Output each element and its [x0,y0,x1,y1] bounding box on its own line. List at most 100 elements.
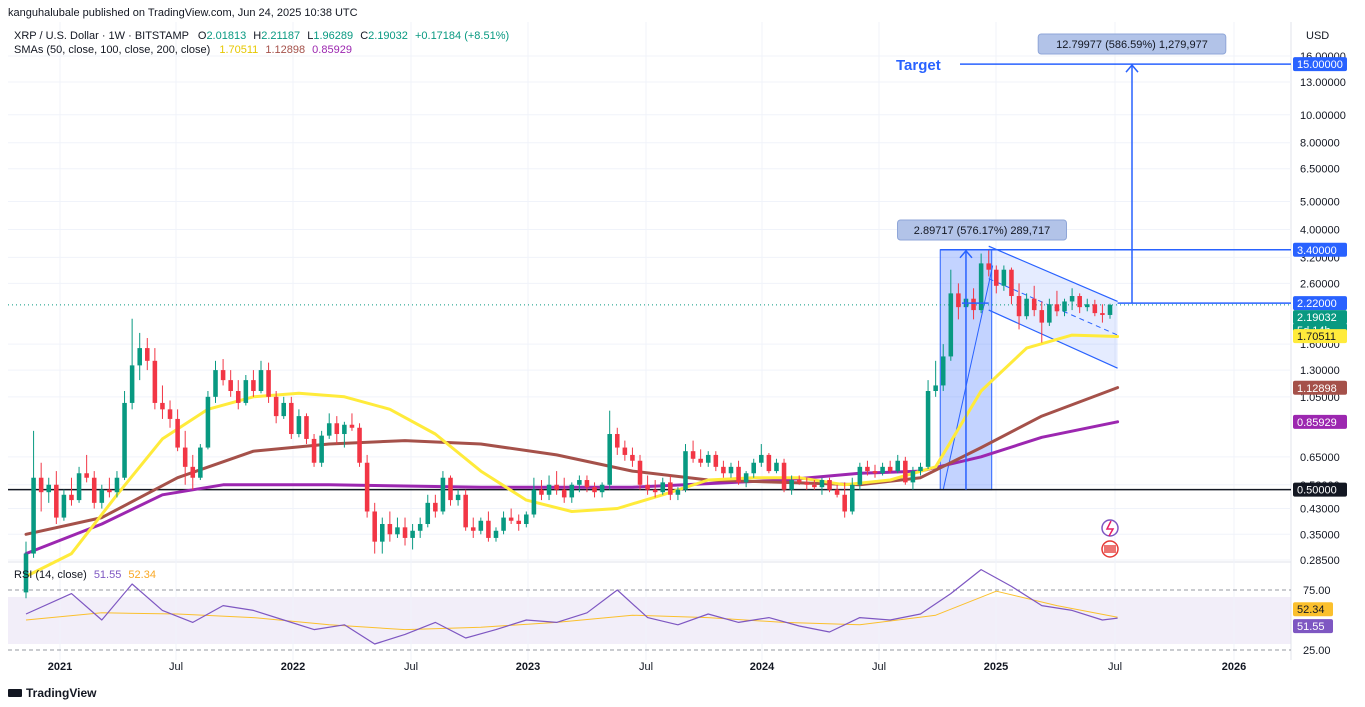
flag-event-icon[interactable] [1101,540,1119,558]
candle-up [31,430,36,558]
candle-up [501,511,506,535]
price-badge[interactable] [1293,482,1347,497]
candle-body [796,480,802,483]
candle-up [129,318,135,410]
candle-down [834,484,840,498]
x-tick-label: Jul [639,661,653,673]
candle-body [516,520,522,525]
candle-down [698,449,703,467]
pole-measure-label: 2.89717 (576.17%) 289,717 [914,225,1050,237]
candle-down [190,454,196,490]
candle-body [76,473,82,501]
candle-body [372,511,377,542]
x-tick-label: 2022 [281,661,305,673]
price-badge[interactable] [1293,329,1347,344]
price-badge[interactable] [1293,242,1347,257]
pole-measure-label-bg [897,219,1067,241]
rsi-line [25,568,1118,645]
candle-body [781,462,787,490]
candle-down [721,460,726,478]
candle-body [705,454,711,463]
candle-down [592,482,597,498]
sma100-value: 1.12898 [265,44,306,56]
candle-down [152,348,158,410]
candle-body [1092,304,1098,314]
candle-body [592,487,597,493]
symbol-title[interactable]: XRP / U.S. Dollar · 1W · BITSTAMP [14,30,189,42]
rsi-badge[interactable] [1293,619,1333,634]
candle-body [478,520,484,531]
time-axis[interactable]: 2021 Jul 2022 Jul 2023 Jul 2024 Jul 2025 Jul 2026 [48,661,1246,673]
rsi-badge-label: 51.55 [1297,621,1325,633]
sma-legend[interactable]: SMAs (50, close, 100, close, 200, close)… [14,44,352,56]
channel-upper-line [988,245,1118,303]
candle-up [440,471,446,515]
candle-body [38,477,44,493]
candle-up [417,517,423,538]
candle-body [971,298,976,311]
candle-body [789,480,794,490]
price-badge[interactable] [1293,310,1347,325]
lightning-icon[interactable] [1101,519,1119,537]
candle-body [690,451,696,459]
candle-body [956,293,961,308]
candle-body [281,402,287,417]
candle-body [751,462,756,474]
candle-body [645,484,650,490]
candle-down [1039,301,1045,343]
price-pane[interactable] [8,22,1291,560]
ohlc-change: +0.17184 (+8.51%) [414,30,510,42]
price-badge[interactable] [1293,414,1347,429]
candle-down [1016,283,1022,330]
price-axis[interactable]: 16.0000013.0000010.000008.000006.500005.… [1293,51,1347,657]
tradingview-logo[interactable]: TradingView [8,686,96,700]
candle-down [865,460,870,476]
candle-body [455,494,461,501]
price-badge-label: 1.12898 [1297,383,1337,395]
candle-down [956,283,961,320]
candle-down [470,517,476,538]
candle-down [1009,267,1014,305]
candle-body [827,480,832,490]
rsi-badge-label: 52.34 [1297,604,1325,616]
price-badge[interactable] [1293,380,1347,395]
candle-body [31,477,36,554]
candle-body [774,462,779,472]
rsi-badge[interactable] [1293,602,1333,617]
candle-body [289,402,294,435]
candle-body [872,471,878,474]
candle-up [1047,298,1052,326]
currency-label[interactable]: USD [1306,30,1330,42]
candle-up [493,527,499,542]
rsi-tick-label: 25.00 [1303,645,1331,657]
y-tick-label: 2.60000 [1300,278,1340,290]
candle-down [486,511,491,542]
candle-body [849,484,855,512]
candle-body [986,263,991,270]
candle-body [417,524,423,531]
candle-body [205,396,211,448]
price-badge[interactable] [1293,57,1347,72]
sma-legend-label: SMAs (50, close, 100, close, 200, close) [14,44,211,56]
candle-down [273,391,279,424]
price-badge[interactable] [1293,296,1347,311]
price-badge-label: 0.85929 [1297,417,1337,429]
candle-body [107,489,112,493]
candle-down [614,427,620,455]
x-tick-label: Jul [169,661,183,673]
candle-body [334,423,340,435]
candle-body [61,494,67,518]
rsi-legend[interactable]: RSI (14, close) 51.55 52.34 [14,569,156,581]
candle-up [99,484,105,509]
x-tick-label: 2025 [984,661,1008,673]
annotations: Target 12.79977 (586.59%) 1,279,977 2.8971… [896,33,1291,558]
candle-body [660,482,666,493]
candle-body [1047,304,1052,323]
candle-up [531,477,537,518]
candle-down [554,471,559,495]
candle-body [531,489,537,515]
flag-event-flag [1104,545,1116,553]
brand-text: TradingView [26,686,97,700]
candle-up [895,454,901,474]
